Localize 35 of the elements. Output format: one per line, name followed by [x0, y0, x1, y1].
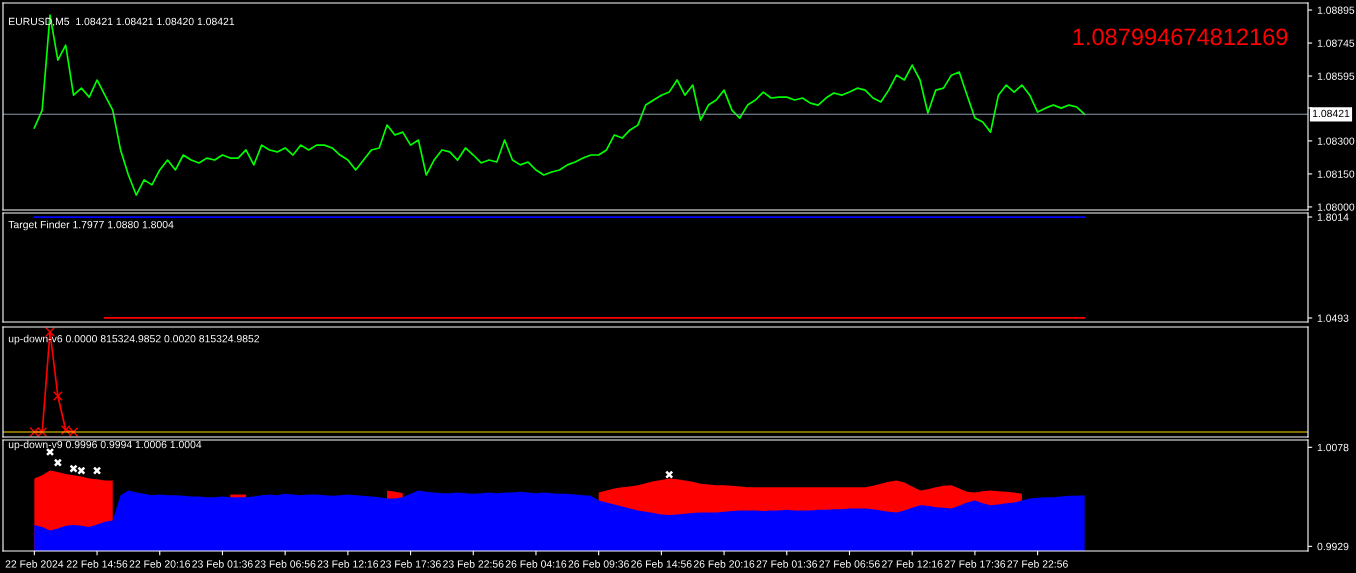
chart-title: up-down-v9 0.9996 0.9994 1.0006 1.0004: [8, 440, 202, 451]
y-tick-label: 1.08300: [1317, 137, 1355, 145]
x-tick-label: 27 Feb 06:56: [819, 560, 880, 568]
text: Target Finder 1.7977 1.0880 1.8004: [8, 220, 174, 231]
point: [92, 466, 102, 475]
y-tick-label: 1.08150: [1317, 170, 1355, 178]
x-tick-label: 23 Feb 06:56: [254, 560, 316, 568]
y-tick-label: 1.0078: [1317, 443, 1349, 452]
y-tick-label: 1.08595: [1317, 72, 1355, 80]
x-tick-label: 23 Feb 17:36: [380, 560, 441, 568]
point: [53, 458, 63, 467]
x-tick-label: 22 Feb 14:56: [66, 560, 128, 568]
point: [53, 391, 63, 401]
y-tick-label: 1.08745: [1317, 39, 1355, 47]
point: [665, 470, 674, 479]
x-tick-label: 27 Feb 22:56: [1007, 560, 1068, 568]
x-tick-label: 27 Feb 01:36: [756, 560, 818, 568]
y-tick-label: 1.08895: [1317, 6, 1355, 14]
y-tick-label: 1.0493: [1317, 314, 1349, 322]
x-tick-label: 23 Feb 22:56: [443, 560, 504, 568]
y-tick-label: 0.9929: [1317, 542, 1349, 551]
x-tick-label: 26 Feb 14:56: [631, 560, 692, 568]
x-tick-label: 27 Feb 12:16: [882, 560, 943, 568]
annotation: 1.087994674812169: [1073, 28, 1288, 46]
y-tick-label: 1.08000: [1317, 203, 1355, 211]
x-tick-label: 22 Feb 2024: [5, 560, 64, 568]
x-tick-label: 23 Feb 01:36: [192, 560, 253, 568]
x-tick-label: 22 Feb 20:16: [129, 560, 190, 568]
x-tick-label: 26 Feb 04:16: [505, 560, 567, 568]
x-tick-label: 26 Feb 20:16: [693, 560, 755, 568]
x-tick-label: 27 Feb 17:36: [944, 560, 1006, 568]
y-tick-label: 1.8014: [1317, 213, 1349, 221]
x-tick-label: 26 Feb 09:36: [568, 560, 629, 568]
x-tick-label: 23 Feb 12:16: [317, 560, 379, 568]
ref-line-label: 1.08421: [1312, 109, 1350, 118]
